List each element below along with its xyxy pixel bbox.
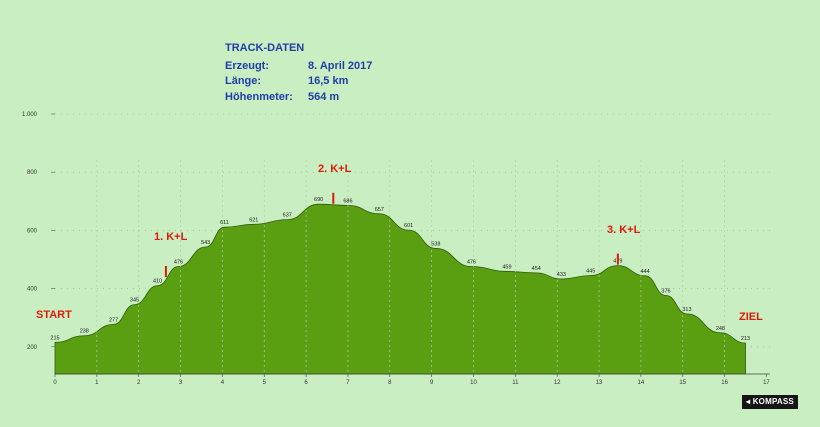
- x-tick-label-5: 5: [263, 380, 267, 386]
- x-tick-label-1: 1: [95, 380, 99, 386]
- elevation-label-9: 637: [283, 213, 292, 219]
- brand-name: KOMPASS: [752, 397, 794, 406]
- elevation-label-12: 657: [375, 207, 384, 213]
- x-tick-label-4: 4: [221, 380, 225, 386]
- x-tick-label-17: 17: [763, 380, 770, 386]
- elevation-label-0: 215: [50, 335, 59, 341]
- x-tick-label-16: 16: [721, 380, 728, 386]
- elevation-label-23: 313: [682, 307, 691, 313]
- stop-label-1: 1. K+L: [154, 231, 188, 243]
- elevation-label-6: 543: [201, 240, 210, 246]
- elevation-labels: 215 238 277 345 410 476 543 611 621 637 690 686 657 6…: [50, 197, 750, 342]
- x-tick-label-14: 14: [638, 380, 645, 386]
- x-tick-label-11: 11: [512, 380, 519, 386]
- x-tick-label-12: 12: [554, 380, 561, 386]
- elevation-label-18: 433: [557, 272, 566, 278]
- elevation-label-8: 621: [249, 217, 258, 223]
- x-tick-label-10: 10: [470, 380, 477, 386]
- track-info-value-elevation: 564 m: [308, 91, 340, 103]
- start-label: START: [36, 309, 72, 321]
- elevation-label-22: 376: [661, 289, 670, 295]
- y-tick-label-400: 400: [27, 287, 38, 293]
- elevation-area-layer: [54, 203, 746, 375]
- elevation-label-16: 459: [502, 264, 511, 270]
- vertical-gridlines: [96, 160, 725, 374]
- elevation-label-17: 454: [532, 266, 541, 272]
- x-tick-label-13: 13: [596, 380, 603, 386]
- y-tick-label-600: 600: [27, 228, 38, 234]
- track-info-value-length: 16,5 km: [308, 75, 349, 87]
- elevation-label-10: 690: [314, 197, 323, 203]
- elevation-label-24: 248: [716, 326, 725, 332]
- elevation-label-11: 686: [343, 198, 352, 204]
- y-tick-label-1000: 1.000: [22, 112, 38, 118]
- elevation-label-3: 345: [130, 298, 139, 304]
- elevation-label-1: 238: [80, 329, 89, 335]
- elevation-label-5: 476: [174, 259, 183, 265]
- track-info-label-elevation: Höhenmeter:: [225, 91, 293, 103]
- track-info-title: TRACK-DATEN: [225, 42, 305, 54]
- elevation-label-19: 445: [586, 269, 595, 275]
- elevation-label-25: 213: [741, 336, 750, 342]
- x-tick-label-6: 6: [304, 380, 308, 386]
- track-info-label-length: Länge:: [225, 75, 262, 87]
- elevation-label-13: 601: [404, 223, 413, 229]
- kompass-logo: ◂ KOMPASS: [742, 395, 798, 409]
- elevation-label-15: 476: [467, 259, 476, 265]
- stop-markers: [164, 192, 619, 278]
- x-tick-label-7: 7: [346, 380, 350, 386]
- elevation-label-2: 277: [109, 317, 118, 323]
- y-tick-label-200: 200: [27, 345, 38, 351]
- x-tick-label-15: 15: [679, 380, 686, 386]
- x-tick-label-9: 9: [430, 380, 434, 386]
- stop-label-2: 2. K+L: [318, 163, 352, 175]
- x-tick-label-0: 0: [53, 380, 57, 386]
- elevation-area: [54, 203, 746, 375]
- elevation-label-21: 444: [640, 269, 649, 275]
- elevation-label-4: 410: [153, 279, 162, 285]
- elevation-label-7: 611: [220, 220, 229, 226]
- track-info-value-created: 8. April 2017: [308, 60, 373, 72]
- x-tick-label-8: 8: [388, 380, 392, 386]
- x-tick-label-3: 3: [179, 380, 183, 386]
- stop-label-3: 3. K+L: [607, 224, 641, 236]
- elevation-label-14: 538: [431, 241, 440, 247]
- track-info-label-created: Erzeugt:: [225, 60, 269, 72]
- x-tick-label-2: 2: [137, 380, 141, 386]
- ziel-label: ZIEL: [739, 311, 763, 323]
- y-tick-label-800: 800: [27, 170, 38, 176]
